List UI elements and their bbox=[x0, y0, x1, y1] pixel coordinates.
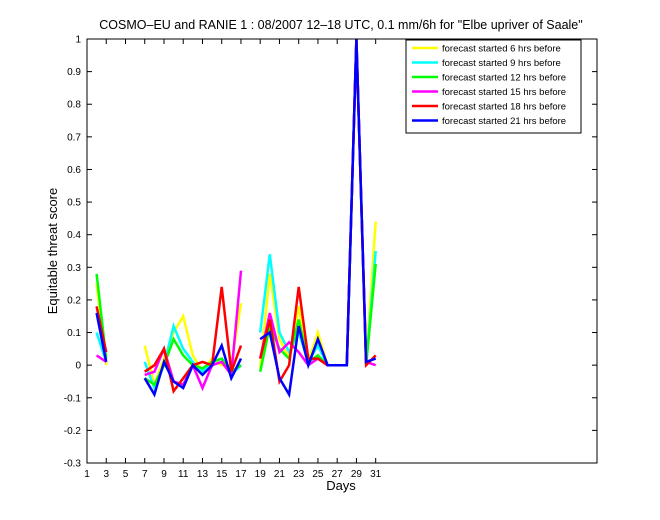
x-tick-label: 21 bbox=[274, 469, 286, 480]
series-line-segment bbox=[95, 354, 107, 363]
y-tick-label: 0.2 bbox=[67, 295, 81, 306]
x-tick-label: 25 bbox=[312, 469, 324, 480]
legend-entry-label: forecast started 15 hrs before bbox=[442, 87, 566, 98]
series-line-segment bbox=[143, 342, 243, 398]
x-tick-label: 23 bbox=[293, 469, 305, 480]
y-tick-label: 0 bbox=[75, 361, 81, 372]
x-tick-label: 15 bbox=[216, 469, 228, 480]
y-tick-label: 0.6 bbox=[67, 165, 81, 176]
series-line-segment bbox=[95, 306, 108, 353]
y-tick-label: 0.7 bbox=[67, 132, 81, 143]
x-axis-label: Days bbox=[326, 478, 356, 493]
legend: forecast started 6 hrs before forecast st… bbox=[405, 39, 582, 134]
series-line-segment bbox=[95, 312, 108, 363]
axes-frame bbox=[86, 38, 598, 464]
x-tick-label: 11 bbox=[178, 469, 189, 480]
legend-entry-label: forecast started 21 hrs before bbox=[442, 116, 566, 127]
legend-entry-label: forecast started 9 hrs before bbox=[442, 58, 561, 69]
x-tick-label: 27 bbox=[332, 469, 344, 480]
y-tick-label: -0.3 bbox=[64, 459, 82, 470]
axis-ticks: 1 3 5 7 9 11 13 15 17 19 21 23 25 27 29 31-0.3-0.2-0.10… bbox=[64, 35, 597, 480]
y-tick-label: 0.5 bbox=[67, 198, 81, 209]
series-lines bbox=[95, 38, 377, 399]
legend-entry-label: forecast started 6 hrs before bbox=[442, 44, 561, 55]
y-tick-label: -0.2 bbox=[64, 426, 82, 437]
x-tick-label: 31 bbox=[370, 469, 382, 480]
y-tick-label: 0.4 bbox=[67, 230, 81, 241]
legend-entry-label: forecast started 12 hrs before bbox=[442, 73, 566, 84]
x-tick-label: 7 bbox=[142, 469, 148, 480]
x-tick-label: 19 bbox=[255, 469, 267, 480]
x-tick-label: 13 bbox=[197, 469, 209, 480]
chart-title: COSMO–EU and RANIE 1 : 08/2007 12–18 UTC… bbox=[99, 18, 582, 32]
x-tick-label: 29 bbox=[351, 469, 363, 480]
y-axis-label: Equitable threat score bbox=[45, 188, 60, 314]
y-tick-label: 0.9 bbox=[67, 67, 81, 78]
legend-box bbox=[405, 39, 582, 134]
y-tick-label: 1 bbox=[75, 35, 81, 46]
x-tick-label: 3 bbox=[103, 469, 109, 480]
y-tick-label: 0.1 bbox=[67, 328, 81, 339]
x-tick-label: 5 bbox=[123, 469, 129, 480]
legend-entry-label: forecast started 18 hrs before bbox=[442, 102, 566, 113]
y-tick-label: -0.1 bbox=[64, 393, 82, 404]
x-tick-label: 17 bbox=[235, 469, 247, 480]
y-tick-label: 0.8 bbox=[67, 100, 81, 111]
x-tick-label: 9 bbox=[161, 469, 167, 480]
series-4 bbox=[95, 38, 377, 392]
y-tick-label: 0.3 bbox=[67, 263, 81, 274]
x-tick-label: 1 bbox=[84, 469, 90, 480]
